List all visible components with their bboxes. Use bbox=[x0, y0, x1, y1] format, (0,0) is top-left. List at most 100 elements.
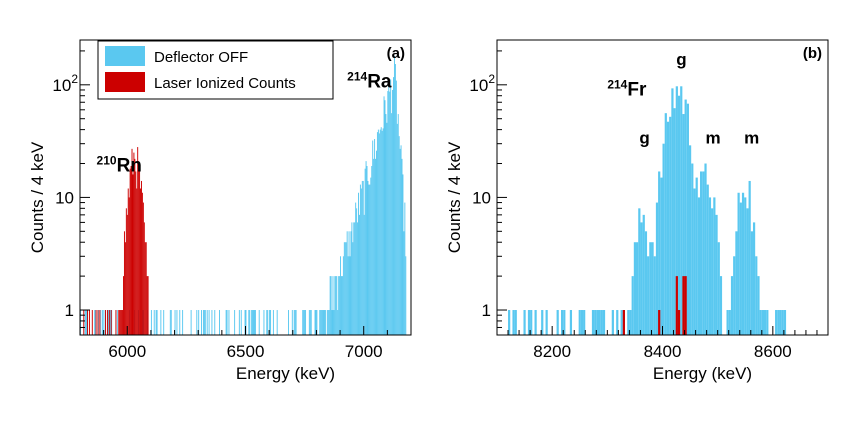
histogram-bar bbox=[713, 197, 715, 335]
histogram-bar bbox=[96, 310, 97, 335]
histogram-bar bbox=[731, 276, 733, 335]
histogram-bar bbox=[395, 64, 396, 335]
histogram-bar bbox=[636, 242, 638, 335]
histogram-bar bbox=[324, 310, 325, 335]
histogram-bar bbox=[163, 310, 164, 335]
histogram-bar bbox=[704, 164, 706, 335]
histogram-bar bbox=[204, 310, 205, 335]
x-axis-label: Energy (keV) bbox=[653, 364, 752, 383]
histogram-bar bbox=[720, 276, 722, 335]
histogram-bar bbox=[651, 242, 653, 335]
histogram-bar bbox=[381, 127, 382, 335]
histogram-bar bbox=[377, 132, 378, 335]
histogram-bar bbox=[365, 169, 366, 335]
histogram-bar bbox=[696, 178, 698, 335]
histogram-bar bbox=[337, 310, 338, 335]
histogram-bar bbox=[125, 242, 126, 335]
histogram-bar bbox=[340, 256, 341, 335]
histogram-bar bbox=[715, 215, 717, 335]
histogram-bar bbox=[612, 310, 614, 335]
histogram-bar bbox=[352, 242, 353, 335]
histogram-bar bbox=[118, 310, 119, 335]
histogram-bar bbox=[329, 310, 330, 335]
histogram-bar bbox=[117, 310, 118, 335]
histogram-bar bbox=[404, 203, 405, 335]
y-tick-label: 10 bbox=[55, 188, 74, 207]
histogram-bar bbox=[403, 231, 404, 335]
histogram-bar bbox=[219, 310, 220, 335]
histogram-bar bbox=[119, 310, 120, 335]
histogram-bar bbox=[303, 310, 304, 335]
histogram-bar bbox=[214, 310, 215, 335]
panel-a: 6000 6500 7000110102Energy (keV)Counts / 4… bbox=[28, 40, 411, 383]
histogram-bar bbox=[367, 166, 368, 335]
histogram-bar bbox=[667, 122, 669, 335]
histogram-bar bbox=[349, 231, 350, 335]
histogram-bar bbox=[399, 136, 400, 335]
histogram-bar bbox=[156, 310, 157, 335]
histogram-bar bbox=[592, 310, 594, 335]
histogram-bar bbox=[107, 310, 108, 335]
histogram-bar bbox=[87, 310, 88, 335]
panel-label: (b) bbox=[803, 45, 822, 62]
histogram-bar bbox=[370, 178, 371, 335]
histogram-bar bbox=[134, 159, 135, 335]
histogram-bar bbox=[171, 310, 172, 335]
plot-area bbox=[508, 86, 786, 335]
histogram-bar bbox=[139, 166, 140, 335]
histogram-bar bbox=[311, 310, 312, 335]
histogram-bar bbox=[142, 193, 143, 335]
histogram-bar bbox=[343, 256, 344, 335]
histogram-bar bbox=[709, 197, 711, 335]
histogram-bar bbox=[248, 310, 249, 335]
histogram-bar bbox=[649, 242, 651, 335]
histogram-bar bbox=[319, 310, 320, 335]
histogram-bar bbox=[129, 197, 130, 335]
histogram-bar bbox=[138, 161, 139, 335]
histogram-bar bbox=[131, 166, 132, 335]
histogram-bar bbox=[707, 185, 709, 335]
histogram-bar bbox=[398, 114, 399, 335]
histogram-bar bbox=[656, 203, 658, 335]
histogram-bar bbox=[252, 310, 253, 335]
histogram-bar bbox=[335, 276, 336, 335]
histogram-bar bbox=[733, 256, 735, 335]
figure: 6000 6500 7000 1 10 102 Energy (keV) Counts / 4… bbox=[0, 0, 860, 446]
histogram-bar bbox=[356, 208, 357, 335]
histogram-bar bbox=[211, 310, 212, 335]
histogram-bar bbox=[546, 310, 548, 335]
histogram-bar bbox=[334, 276, 335, 335]
histogram-bar bbox=[647, 256, 649, 335]
histogram-bar bbox=[671, 88, 673, 335]
histogram-bar bbox=[700, 171, 702, 335]
histogram-bar bbox=[126, 208, 127, 335]
histogram-bar bbox=[140, 188, 141, 335]
histogram-bar bbox=[658, 310, 660, 335]
histogram-bar bbox=[764, 310, 766, 335]
histogram-bar bbox=[182, 310, 183, 335]
histogram-bar bbox=[634, 242, 636, 335]
histogram-bar bbox=[109, 310, 110, 335]
histogram-bar bbox=[127, 215, 128, 335]
histogram-bar bbox=[382, 131, 383, 335]
histogram-bar bbox=[254, 310, 255, 335]
histogram-bar bbox=[120, 310, 121, 335]
histogram-bar bbox=[133, 153, 134, 335]
histogram-bar bbox=[266, 310, 267, 335]
histogram-bar bbox=[687, 104, 689, 335]
y-axis-label: Counts / 4 keV bbox=[28, 141, 47, 253]
y-tick-label: 10 bbox=[472, 188, 491, 207]
histogram-bar bbox=[328, 310, 329, 335]
histogram-bar bbox=[766, 310, 768, 335]
histogram-bar bbox=[205, 310, 206, 335]
histogram-bar bbox=[357, 222, 358, 335]
histogram-bar bbox=[310, 310, 311, 335]
histogram-bar bbox=[350, 231, 351, 335]
histogram-bar bbox=[402, 174, 403, 335]
histogram-bar bbox=[373, 159, 374, 335]
histogram-bar bbox=[364, 215, 365, 335]
peak-annotation: 214Fr bbox=[607, 78, 647, 101]
histogram-bar bbox=[132, 174, 133, 335]
histogram-bar bbox=[147, 276, 148, 335]
histogram-bar bbox=[333, 276, 334, 335]
